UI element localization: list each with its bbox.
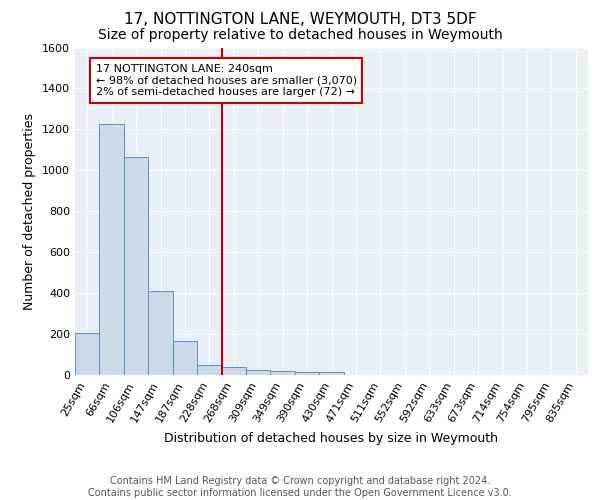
Bar — [75, 333, 100, 375]
Text: 17, NOTTINGTON LANE, WEYMOUTH, DT3 5DF: 17, NOTTINGTON LANE, WEYMOUTH, DT3 5DF — [124, 12, 476, 28]
Bar — [246, 370, 271, 375]
Text: Contains HM Land Registry data © Crown copyright and database right 2024.
Contai: Contains HM Land Registry data © Crown c… — [88, 476, 512, 498]
Bar — [221, 367, 246, 375]
Bar — [319, 372, 344, 375]
X-axis label: Distribution of detached houses by size in Weymouth: Distribution of detached houses by size … — [164, 432, 499, 446]
Bar — [100, 124, 124, 375]
Bar — [173, 341, 197, 375]
Bar — [271, 372, 295, 375]
Bar — [295, 372, 319, 375]
Bar — [124, 157, 148, 375]
Bar — [148, 291, 173, 375]
Y-axis label: Number of detached properties: Number of detached properties — [23, 113, 37, 310]
Bar — [197, 365, 221, 375]
Text: Size of property relative to detached houses in Weymouth: Size of property relative to detached ho… — [98, 28, 502, 42]
Text: 17 NOTTINGTON LANE: 240sqm
← 98% of detached houses are smaller (3,070)
2% of se: 17 NOTTINGTON LANE: 240sqm ← 98% of deta… — [96, 64, 357, 97]
